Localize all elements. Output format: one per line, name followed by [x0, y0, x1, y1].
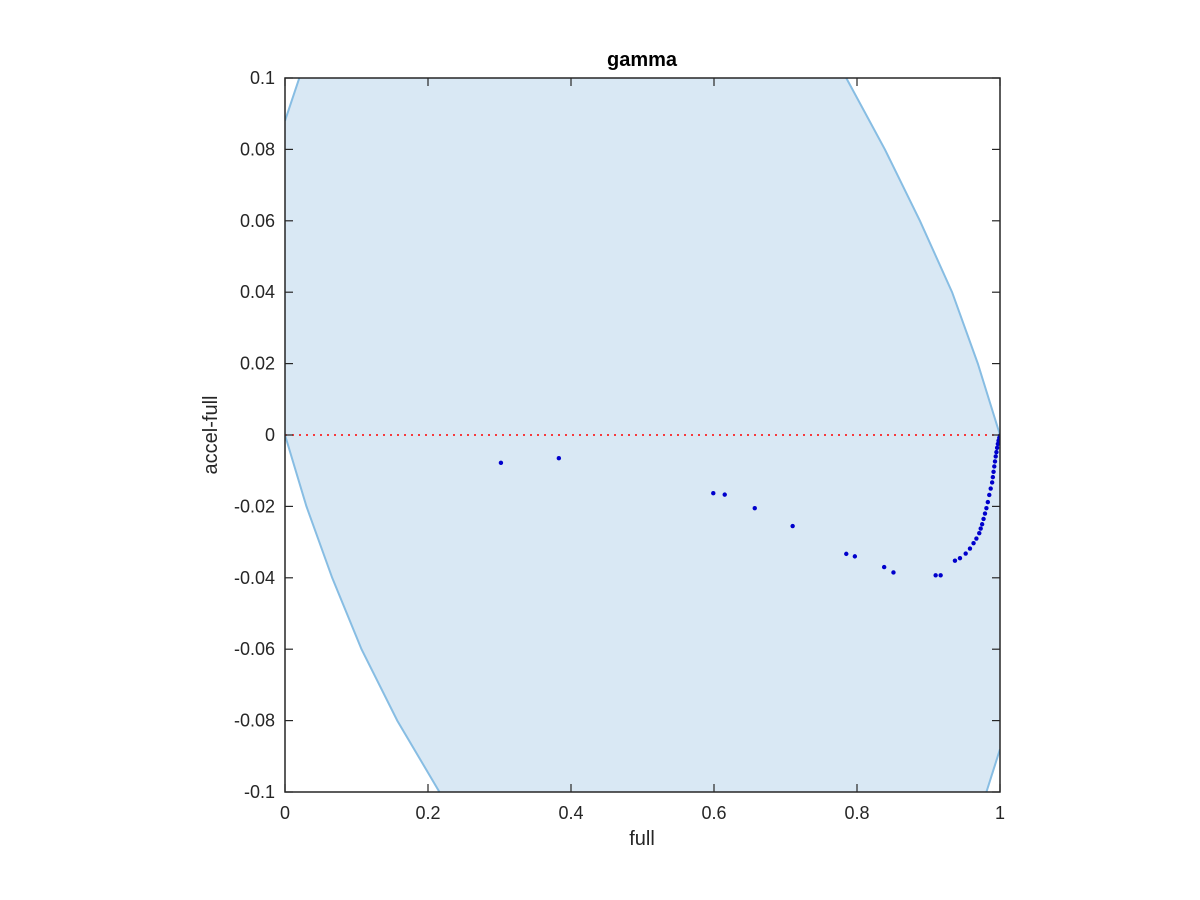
y-tick-label: -0.06 — [234, 639, 275, 659]
data-point — [979, 522, 985, 527]
y-tick-label: -0.02 — [234, 496, 275, 516]
x-tick-label: 0 — [280, 803, 290, 823]
y-tick-label: 0.06 — [240, 211, 275, 231]
data-point — [994, 445, 1000, 451]
region-right-boundary — [845, 78, 1000, 436]
region-top-left-boundary — [285, 78, 301, 122]
data-point — [881, 564, 887, 570]
x-tick-label: 0.6 — [701, 803, 726, 823]
data-point — [556, 456, 562, 461]
data-point — [991, 469, 996, 474]
data-point — [992, 464, 997, 469]
data-point — [992, 459, 998, 464]
data-point — [852, 554, 858, 559]
y-tick-label: 0 — [265, 425, 275, 445]
region-left-boundary — [285, 434, 441, 792]
x-axis-label: full — [629, 828, 655, 850]
x-tick-label: 0.2 — [415, 803, 440, 823]
data-point — [984, 505, 989, 511]
data-point — [844, 551, 849, 557]
data-point — [938, 573, 943, 578]
data-point — [711, 490, 716, 496]
y-tick-label: 0.1 — [250, 68, 275, 88]
y-tick-label: 0.08 — [240, 139, 275, 159]
plot-clip-group — [285, 78, 1000, 792]
region-bottom-right-boundary — [985, 748, 1000, 792]
y-tick-label: -0.08 — [234, 711, 275, 731]
plot-area — [284, 77, 1001, 793]
data-point — [981, 516, 986, 522]
data-point — [752, 505, 757, 511]
data-point — [498, 460, 504, 466]
data-point — [952, 558, 958, 563]
x-tick-label: 0.8 — [844, 803, 869, 823]
data-point — [963, 551, 968, 556]
data-point — [988, 486, 993, 491]
x-tick-label: 1 — [995, 803, 1005, 823]
y-tick-label: -0.1 — [244, 782, 275, 802]
chart-title: gamma — [607, 49, 678, 71]
data-point — [790, 523, 795, 529]
data-point — [982, 511, 988, 516]
data-point — [989, 480, 995, 485]
data-point — [971, 540, 976, 546]
data-point — [990, 474, 996, 480]
data-point — [957, 555, 963, 561]
data-point — [891, 570, 896, 575]
data-point — [722, 492, 727, 497]
y-tick-label: 0.02 — [240, 354, 275, 374]
data-point — [987, 492, 992, 498]
y-tick-label: 0.04 — [240, 282, 275, 302]
data-point — [994, 449, 999, 455]
x-axis: 0 0.2 0.4 0.6 0.8 1 — [280, 78, 1005, 823]
y-axis: -0.1 -0.08 -0.06 -0.04 -0.02 0 0.02 0.04 0.06 0.0… — [234, 68, 1000, 802]
data-point — [978, 526, 983, 531]
data-point — [933, 573, 938, 578]
data-point — [977, 530, 982, 536]
data-point — [967, 546, 973, 551]
y-tick-label: -0.04 — [234, 568, 275, 588]
data-point — [985, 499, 991, 505]
x-tick-label: 0.4 — [558, 803, 583, 823]
y-axis-label: accel-full — [200, 396, 222, 475]
data-point — [993, 454, 998, 459]
data-point — [974, 536, 979, 541]
